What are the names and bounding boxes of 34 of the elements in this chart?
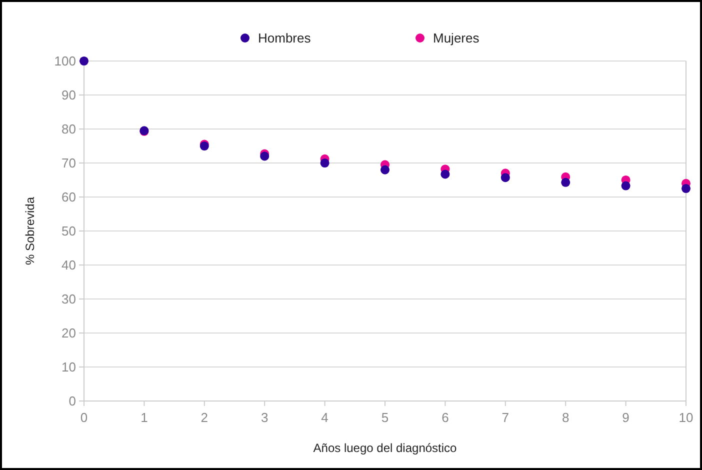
point (440, 170, 450, 179)
y-tick-label: 70 (62, 156, 76, 171)
x-tick-label: 3 (260, 410, 268, 425)
y-tick-label: 40 (62, 258, 76, 273)
x-tick-label: 7 (502, 410, 510, 425)
x-tick-label: 10 (678, 410, 694, 425)
x-tick-label: 0 (80, 410, 88, 425)
x-tick-label: 8 (562, 410, 570, 425)
y-tick-label: 20 (62, 326, 76, 341)
y-tick-label: 30 (62, 292, 76, 307)
point (561, 178, 570, 187)
x-tick-label: 6 (442, 410, 449, 425)
y-tick-label: 80 (62, 122, 76, 137)
x-tick-label: 5 (381, 410, 389, 425)
y-tick-label: 50 (62, 224, 76, 239)
point (681, 184, 691, 194)
x-axis-title: Años luego del diagnóstico (313, 441, 458, 455)
y-axis-title: % Sobrevida (23, 196, 37, 266)
point (320, 158, 330, 168)
y-tick-label: 0 (68, 394, 76, 409)
legend-label: Hombres (258, 30, 312, 46)
point (500, 173, 510, 182)
y-tick-label: 90 (62, 88, 76, 103)
y-tick-label: 10 (62, 360, 76, 375)
y-tick-label: 100 (54, 54, 76, 69)
point (380, 165, 390, 174)
x-tick-label: 2 (200, 410, 208, 425)
x-tick-label: 1 (140, 410, 148, 425)
point (260, 152, 270, 161)
y-tick-label: 60 (62, 190, 76, 205)
legend-label: Mujeres (433, 30, 480, 46)
x-tick-label: 9 (622, 410, 630, 425)
x-tick-label: 4 (321, 410, 328, 425)
point (621, 181, 630, 190)
